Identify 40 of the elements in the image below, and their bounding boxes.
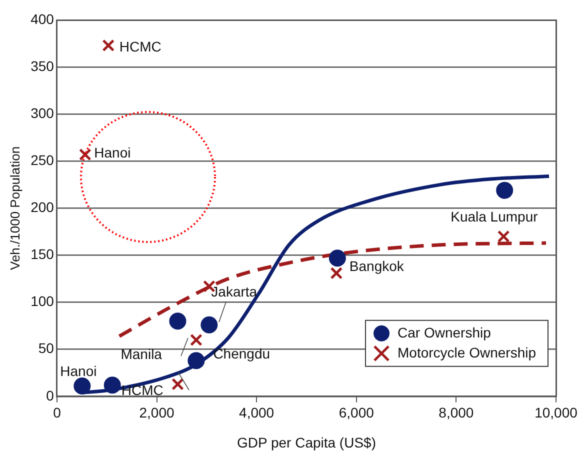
annotation: Bangkok — [349, 258, 405, 274]
point — [172, 378, 184, 390]
point — [190, 334, 202, 346]
x-tick-label: 6,000 — [338, 404, 374, 421]
annotation: HCMC — [121, 382, 164, 398]
y-tick-label: 250 — [30, 152, 54, 168]
y-tick-label: 200 — [30, 199, 54, 216]
annotation: Hanoi — [60, 362, 97, 379]
y-axis-title: Veh./1000 Population — [7, 146, 22, 270]
y-tick-label: 150 — [30, 246, 54, 262]
annotation: Jakarta — [211, 284, 258, 300]
point — [200, 316, 218, 334]
point — [78, 148, 92, 161]
annotation: Hanoi — [94, 144, 131, 160]
point — [104, 376, 121, 394]
point — [330, 266, 343, 280]
y-tick-label: 100 — [30, 293, 54, 310]
x-tick-label: 4,000 — [239, 404, 274, 421]
y-tick-label: 350 — [30, 58, 54, 74]
annotation: Chengdu — [213, 346, 270, 362]
point — [328, 250, 346, 267]
point — [496, 182, 514, 199]
annotation: Kuala Lumpur — [450, 208, 538, 224]
y-tick-label: 400 — [30, 10, 54, 27]
x-tick-label: 2,000 — [139, 404, 174, 421]
x-axis-title: GDP per Capita (US$) — [236, 434, 376, 450]
x-tick-label: 8,000 — [438, 404, 474, 421]
point — [188, 352, 205, 370]
annotation: Manila — [120, 346, 162, 362]
point — [102, 39, 115, 52]
annotation: HCMC — [119, 38, 162, 54]
point — [74, 378, 91, 395]
y-tick-label: 50 — [38, 340, 54, 356]
x-tick-label: 10,000 — [534, 404, 578, 421]
point — [497, 230, 510, 243]
legend-label: Car Ownership — [398, 324, 492, 340]
legend-label: Motorcycle Ownership — [398, 344, 536, 360]
y-tick-label: 0 — [46, 387, 54, 404]
point — [169, 312, 186, 330]
y-tick-label: 300 — [30, 104, 54, 121]
